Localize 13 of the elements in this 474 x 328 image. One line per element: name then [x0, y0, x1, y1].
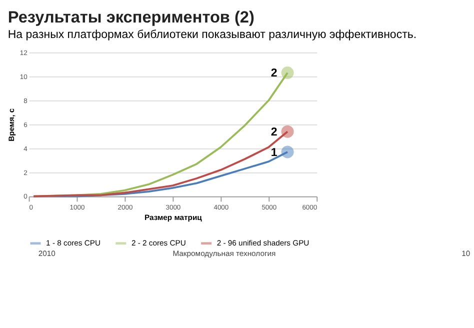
x-axis-title: Размер матриц: [144, 212, 202, 222]
chart-title: Результаты экспериментов (2): [8, 8, 254, 27]
text: Макромодульная технология: [172, 248, 276, 258]
chart-subtitle: На разных платформах библиотеки показывают различную эффективность.: [8, 29, 417, 42]
annotation: 1: [270, 146, 278, 159]
legend-label: 1 - 8 cores CPU: [46, 238, 101, 248]
legend-label: 2 - 96 unified shaders GPU: [216, 238, 310, 248]
annotation: 2: [270, 126, 278, 138]
text: 10: [462, 248, 470, 258]
y-axis-title: Время, с: [7, 108, 16, 142]
legend-label: 2 - 2 cores CPU: [131, 238, 186, 248]
annotation: 2: [270, 68, 278, 80]
text: 2010: [38, 248, 56, 258]
